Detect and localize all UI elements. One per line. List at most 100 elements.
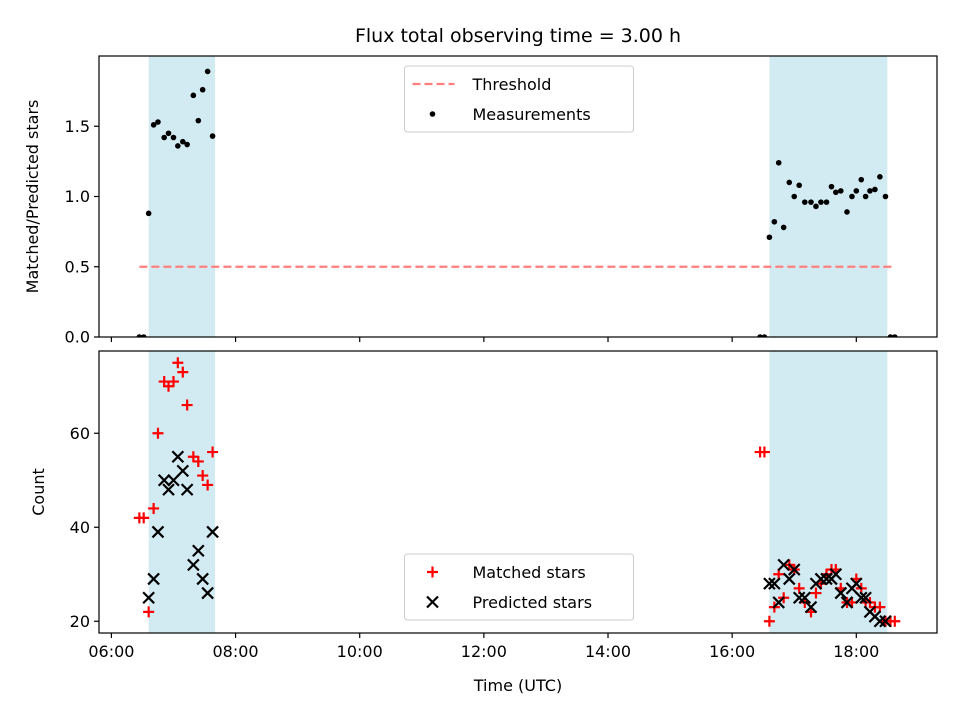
y-tick-label: 60 xyxy=(70,424,90,443)
measurement-point xyxy=(833,189,839,196)
measurement-point xyxy=(801,199,808,205)
count-panel: 20 40 60 06:00 08:00 10:00 12:00 14:00 16:00 18:0… xyxy=(29,350,938,661)
matched-star-point xyxy=(138,512,150,524)
plot-area xyxy=(136,56,898,337)
observing-window-2 xyxy=(769,351,888,633)
measurement-point xyxy=(145,210,152,217)
measurement-point xyxy=(161,134,167,141)
measurement-point xyxy=(195,117,202,124)
measurement-point xyxy=(184,141,190,148)
measurement-point xyxy=(771,218,778,225)
measurement-point xyxy=(190,92,197,99)
measurement-point xyxy=(199,86,206,93)
predicted-star-point xyxy=(879,614,892,628)
legend-label: Predicted stars xyxy=(473,593,593,612)
predicted-star-point xyxy=(850,577,863,590)
x-tick-label: 12:00 xyxy=(461,642,507,661)
predicted-star-point xyxy=(820,572,833,586)
matched-star-point xyxy=(810,587,822,599)
measurement-point xyxy=(849,193,855,200)
measurement-point xyxy=(823,199,830,205)
measurement-point xyxy=(813,203,819,210)
measurement-point xyxy=(775,159,782,166)
matched-star-point xyxy=(889,615,901,627)
legend-measurement-handle xyxy=(429,111,436,117)
predicted-star-point xyxy=(167,473,180,487)
measurement-point xyxy=(844,209,850,215)
measurement-point xyxy=(761,334,768,337)
observing-window-1 xyxy=(148,351,216,633)
measurement-point xyxy=(170,134,177,141)
observing-window-1 xyxy=(148,56,216,337)
matched-star-point xyxy=(181,399,193,411)
plot-area xyxy=(133,351,901,633)
predicted-star-point xyxy=(834,586,848,600)
matched-star-point xyxy=(167,376,179,388)
axes-frame xyxy=(98,350,938,634)
measurement-point xyxy=(175,143,181,149)
matched-star-point xyxy=(148,502,160,514)
measurement-point xyxy=(796,182,802,189)
predicted-star-point xyxy=(187,558,200,572)
matched-star-point xyxy=(763,615,775,627)
measurement-point xyxy=(791,193,798,200)
legend: Threshold Measurements xyxy=(404,65,634,133)
measurement-point xyxy=(165,130,172,137)
matched-star-point xyxy=(207,446,219,458)
predicted-star-point xyxy=(782,572,796,586)
matched-star-point xyxy=(758,446,770,458)
measurement-point xyxy=(204,68,211,75)
measurement-point xyxy=(766,234,773,241)
y-tick-label: 40 xyxy=(70,518,90,537)
measurement-point xyxy=(140,334,147,337)
measurement-point xyxy=(867,188,873,194)
legend: Matched stars Predicted stars xyxy=(404,553,634,621)
predicted-star-point xyxy=(162,483,175,496)
predicted-star-point xyxy=(157,473,171,487)
predicted-star-point xyxy=(798,591,812,605)
x-tick-label: 18:00 xyxy=(833,642,879,661)
x-tick-label: 10:00 xyxy=(337,642,383,661)
predicted-star-point xyxy=(147,572,160,586)
y-tick-label: 0.5 xyxy=(65,257,90,276)
measurement-point xyxy=(858,176,865,183)
matched-star-point xyxy=(152,427,164,439)
observing-window-2 xyxy=(769,56,888,337)
measurement-point xyxy=(882,193,889,200)
legend-label: Threshold xyxy=(472,75,552,94)
predicted-star-point xyxy=(840,596,854,609)
legend-matched-handle xyxy=(427,566,438,578)
predicted-star-point xyxy=(873,614,887,628)
measurement-point xyxy=(887,334,894,337)
legend-box xyxy=(404,553,634,621)
measurement-point xyxy=(180,138,186,145)
measurement-point xyxy=(828,183,835,190)
legend-box xyxy=(404,65,634,133)
x-tick-label: 14:00 xyxy=(585,642,631,661)
x-axis-label: Time (UTC) xyxy=(473,676,562,695)
measurement-point xyxy=(837,188,844,194)
predicted-star-point xyxy=(180,483,194,496)
measurement-point xyxy=(891,334,898,337)
legend-predicted-handle xyxy=(426,595,439,609)
measurement-point xyxy=(818,199,824,205)
predicted-star-point xyxy=(763,577,776,590)
predicted-star-point xyxy=(768,577,781,590)
predicted-star-point xyxy=(192,544,205,558)
predicted-star-point xyxy=(814,572,828,586)
predicted-star-point xyxy=(142,591,155,605)
measurement-point xyxy=(780,224,787,231)
predicted-star-point xyxy=(804,600,818,614)
matched-star-point xyxy=(177,366,189,378)
predicted-star-point xyxy=(787,563,801,576)
legend-label: Measurements xyxy=(473,105,591,124)
measurement-point xyxy=(150,122,157,128)
matched-star-point xyxy=(192,455,204,467)
y-axis-label: Matched/Predicted stars xyxy=(23,100,42,294)
matched-star-point xyxy=(197,470,209,482)
chart-title: Flux total observing time = 3.00 h xyxy=(355,25,681,47)
matched-star-point xyxy=(143,606,155,618)
predicted-star-point xyxy=(196,572,209,586)
matched-star-point xyxy=(793,582,805,594)
